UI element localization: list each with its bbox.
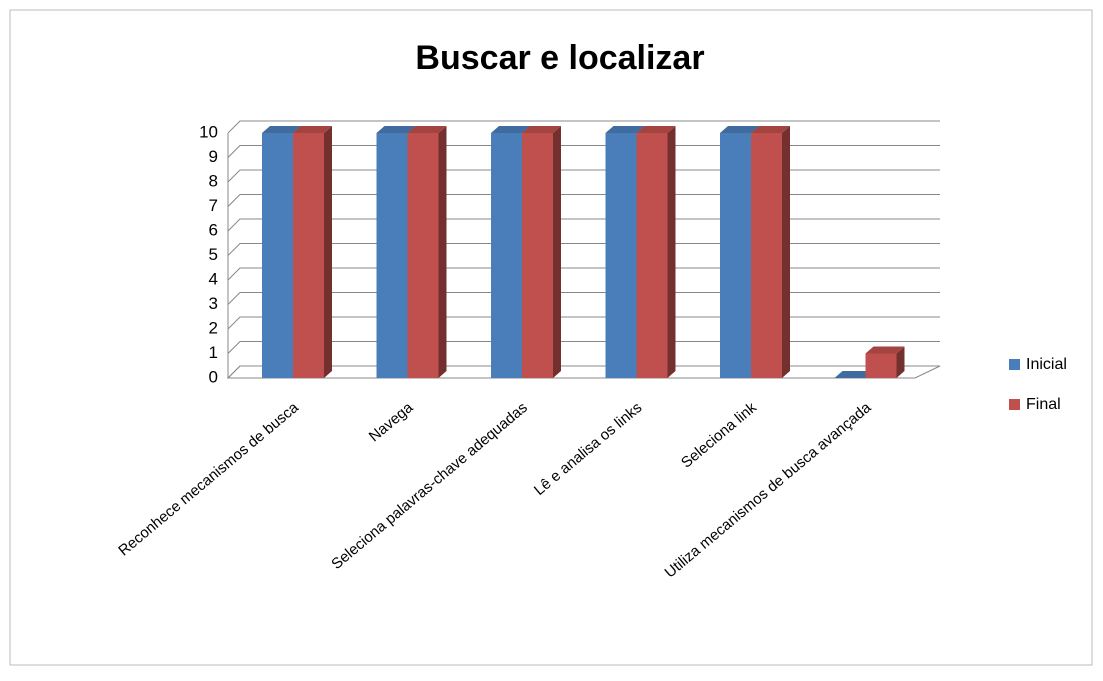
- chart-title: Buscar e localizar: [415, 39, 704, 77]
- y-tick-label: 3: [209, 294, 218, 313]
- bar-side: [553, 126, 561, 378]
- legend-swatch: [1009, 359, 1020, 370]
- grid-line: [227, 194, 940, 207]
- bar-top: [293, 126, 332, 133]
- bar: [522, 126, 561, 378]
- floor: [226, 365, 941, 379]
- bar-side: [438, 126, 447, 378]
- bar-front: [605, 133, 637, 378]
- bar-front: [491, 133, 522, 378]
- y-tick-label: 6: [209, 220, 218, 239]
- bar-top: [834, 371, 874, 378]
- bar-top: [636, 126, 676, 133]
- grid-line: [227, 218, 940, 232]
- y-tick-label: 9: [209, 147, 218, 166]
- grid-line: [227, 169, 940, 183]
- bar: [751, 126, 790, 378]
- bar-top: [407, 126, 447, 133]
- y-tick-label: 1: [209, 343, 218, 362]
- legend-swatch: [1009, 399, 1020, 410]
- bar-top: [865, 346, 905, 354]
- grid-line: [227, 341, 940, 354]
- bar-front: [262, 133, 293, 378]
- bar-side: [896, 346, 905, 378]
- bar: [865, 346, 905, 378]
- bar: [293, 126, 332, 378]
- y-tick-label: 0: [209, 367, 218, 386]
- bar-top: [376, 126, 416, 133]
- bar-top: [751, 126, 790, 133]
- y-tick-label: 4: [209, 269, 218, 288]
- bar-front: [865, 353, 897, 378]
- bar-front: [751, 133, 782, 378]
- bar-top: [522, 126, 561, 133]
- y-tick-label: 7: [209, 196, 218, 215]
- bar-top: [262, 126, 301, 133]
- bar-side: [782, 126, 790, 378]
- bar: [636, 126, 676, 378]
- grid-line: [227, 145, 940, 158]
- grid-line: [227, 316, 940, 330]
- bar-top: [605, 126, 645, 133]
- legend-label: Inicial: [1026, 356, 1067, 373]
- grid-line: [227, 267, 940, 281]
- y-tick-label: 5: [209, 245, 218, 264]
- grid-line: [227, 292, 940, 305]
- bar-front: [522, 133, 553, 378]
- bar-front: [636, 133, 668, 378]
- bar: [834, 371, 874, 378]
- bar-front: [407, 133, 439, 378]
- bar-side: [324, 126, 332, 378]
- bar-front: [293, 133, 324, 378]
- bar-front: [720, 133, 751, 378]
- y-tick-label: 2: [209, 318, 218, 337]
- bar-top: [720, 126, 759, 133]
- bar: [407, 126, 447, 378]
- grid-line: [227, 120, 940, 134]
- bar-side: [667, 126, 676, 378]
- grid-line: [227, 243, 940, 256]
- y-tick-label: 10: [199, 122, 218, 141]
- grid-line: [227, 365, 940, 379]
- bar-top: [491, 126, 530, 133]
- legend-label: Final: [1026, 396, 1061, 413]
- y-tick-label: 8: [209, 171, 218, 190]
- bar-front: [376, 133, 408, 378]
